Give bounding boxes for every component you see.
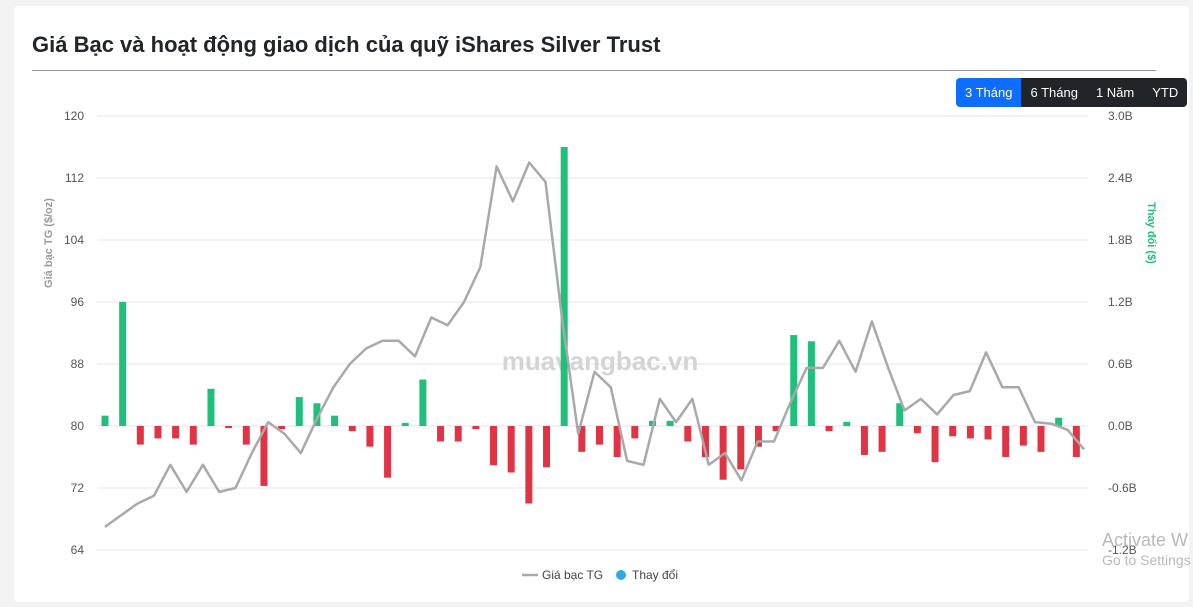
left-tick-label: 80 [71, 419, 85, 433]
bar-change [807, 341, 815, 426]
left-tick-label: 72 [71, 481, 85, 495]
bar-change [684, 426, 692, 442]
bar-change [419, 379, 427, 426]
bar-change [454, 426, 462, 442]
legend-item-price: Giá bạc TG [542, 568, 603, 582]
bar-change [860, 426, 868, 455]
left-tick-label: 96 [71, 295, 85, 309]
bar-change [701, 426, 709, 457]
price-line-series [104, 161, 1085, 528]
bar-change [613, 426, 621, 457]
bar-change [366, 426, 374, 447]
bar-change [543, 426, 551, 468]
tab-6-thang[interactable]: 6 Tháng [1021, 78, 1087, 107]
bar-change [843, 421, 851, 426]
bar-change [1037, 426, 1045, 452]
bar-change [666, 420, 674, 426]
bar-change [101, 415, 109, 426]
range-tabs: 3 Tháng 6 Tháng 1 Năm YTD [956, 78, 1188, 107]
os-overlay-line2: Go to Settings [1102, 552, 1191, 568]
os-overlay-line1: Activate W [1102, 530, 1189, 550]
bar-change [737, 426, 745, 470]
bar-change [596, 426, 603, 445]
bar-change [966, 426, 974, 439]
bar-change [931, 426, 939, 463]
bar-change [331, 415, 339, 426]
right-tick-label: -0.6B [1108, 481, 1137, 495]
tab-ytd[interactable]: YTD [1143, 78, 1188, 107]
tab-1-nam[interactable]: 1 Năm [1086, 78, 1144, 107]
bar-change [401, 422, 409, 426]
bar-change [525, 426, 533, 504]
bar-change [313, 403, 321, 426]
left-tick-label: 104 [64, 233, 84, 247]
left-tick-label: 88 [71, 357, 85, 371]
legend-dot-swatch [616, 570, 626, 580]
left-axis-title: Giá bạc TG ($/oz) [43, 198, 55, 288]
bar-change [1019, 426, 1027, 446]
bar-change [578, 426, 586, 452]
bar-change [242, 426, 250, 445]
bar-change [825, 426, 833, 432]
right-tick-label: 2.4B [1108, 171, 1133, 185]
bar-change [154, 426, 162, 439]
right-axis-title: Thay đổi ($) [1145, 202, 1157, 264]
bar-change [278, 426, 286, 430]
bar-change [1055, 417, 1063, 426]
bar-change [119, 302, 127, 426]
bar-change [719, 426, 727, 480]
bar-change [295, 397, 303, 426]
title-divider [32, 70, 1156, 71]
bar-change [348, 426, 356, 432]
watermark-text: muavangbac.vn [502, 346, 699, 376]
bar-change [878, 426, 886, 452]
left-tick-label: 120 [64, 109, 84, 123]
bar-change [189, 426, 197, 445]
left-tick-label: 112 [65, 171, 84, 185]
bar-change [507, 426, 515, 473]
bar-change [207, 388, 215, 426]
right-tick-label: 3.0B [1108, 109, 1133, 123]
right-tick-label: 0.6B [1108, 357, 1133, 371]
bar-change [1002, 426, 1010, 457]
bar-change [754, 426, 762, 447]
right-tick-label: -1.2B [1108, 543, 1137, 557]
bar-change [490, 426, 498, 466]
chart-card: Giá Bạc và hoạt động giao dịch của quỹ i… [14, 6, 1189, 602]
bar-change [913, 426, 921, 434]
bar-change [472, 426, 480, 430]
bar-change [949, 426, 957, 437]
bar-change [225, 426, 233, 429]
bar-change [984, 426, 992, 440]
right-tick-label: 1.2B [1108, 295, 1133, 309]
bar-change [384, 426, 392, 478]
bar-change [560, 147, 568, 426]
bar-change [631, 426, 639, 439]
left-tick-label: 64 [71, 543, 85, 557]
tab-3-thang[interactable]: 3 Tháng [956, 78, 1022, 107]
bar-change [790, 335, 798, 426]
bar-change [437, 426, 445, 442]
os-activation-overlay: Activate W Go to Settings [1102, 530, 1193, 568]
bar-change [772, 426, 780, 432]
bar-change [172, 426, 180, 439]
right-tick-label: 1.8B [1108, 233, 1133, 247]
right-tick-label: 0.0B [1108, 419, 1133, 433]
bar-change [896, 403, 904, 426]
page-title: Giá Bạc và hoạt động giao dịch của quỹ i… [32, 32, 661, 57]
bar-change [260, 426, 268, 486]
legend-item-change: Thay đổi [632, 568, 678, 582]
bar-change [136, 426, 144, 445]
